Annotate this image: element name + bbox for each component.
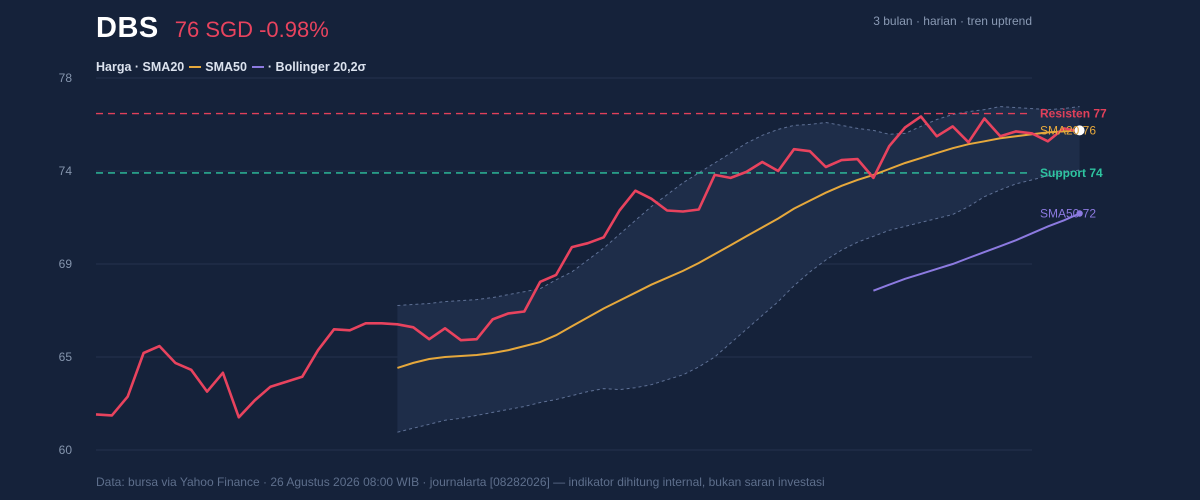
support-label: Support 74 [1040, 166, 1103, 180]
legend-price-sma20: Harga · SMA20 [96, 60, 185, 74]
sma50-end-label: SMA50 72 [1040, 207, 1096, 221]
chart-legend: Harga · SMA20 SMA50 · Bollinger 20,2σ [96, 60, 366, 74]
y-tick-label: 74 [59, 164, 73, 178]
last-price-point [1074, 125, 1085, 136]
y-tick-label: 60 [59, 443, 73, 457]
legend-sma50: SMA50 [205, 60, 247, 74]
bollinger-band-fill [397, 106, 1080, 433]
price-line [95, 115, 1080, 419]
legend-sma20-swatch [189, 66, 202, 68]
sma20-end-label: SMA20 76 [1040, 123, 1096, 137]
resisten-label: Resisten 77 [1040, 107, 1107, 121]
data-source-footer: Data: bursa via Yahoo Finance · 26 Agust… [96, 475, 825, 489]
bollinger-lower-line [397, 169, 1080, 433]
legend-bollinger-swatch [251, 66, 264, 68]
sma50-end-point [1076, 210, 1083, 217]
bollinger-upper-line [397, 106, 1080, 306]
y-tick-label: 78 [59, 71, 73, 85]
y-tick-label: 65 [59, 350, 73, 364]
ticker-symbol: DBS [96, 12, 159, 44]
legend-bollinger: · Bollinger 20,2σ [267, 60, 367, 74]
sma50-line [873, 212, 1080, 292]
y-tick-label: 69 [59, 257, 73, 271]
price-quote: 76 SGD -0.98% [174, 17, 329, 42]
period-meta: 3 bulan · harian · tren uptrend [873, 14, 1032, 28]
chart-labels: Resisten 77 Support 74 SMA20 76 SMA50 72 [1040, 107, 1107, 221]
series-lines [95, 115, 1085, 419]
sma20-line [397, 129, 1080, 369]
chart-header: DBS 76 SGD -0.98% [96, 12, 329, 45]
bollinger-band [397, 106, 1080, 433]
